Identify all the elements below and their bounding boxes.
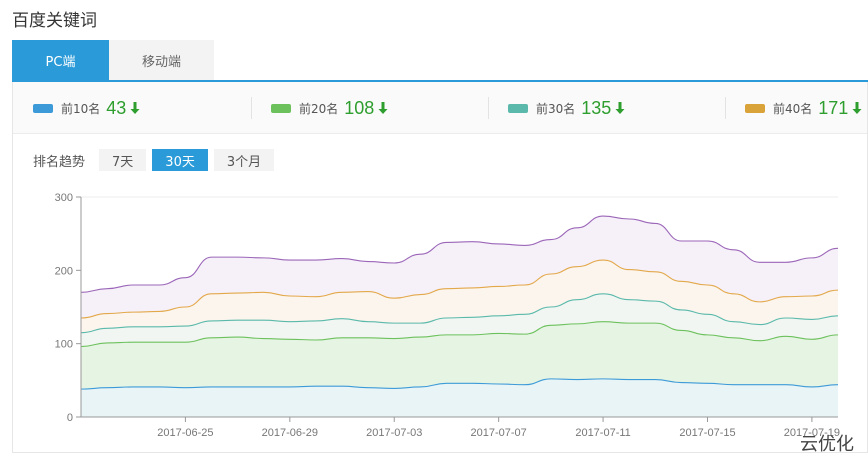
keyword-panel: 前10名 43 前20名 108 前30名 135 前40名 171 排名趋势 … xyxy=(12,82,868,453)
x-axis-tick-label: 2017-07-15 xyxy=(679,427,735,439)
y-axis-tick-label: 0 xyxy=(67,412,73,424)
stat-top30: 前30名 135 xyxy=(508,82,625,134)
arrow-down-icon xyxy=(852,102,862,114)
stat-value: 171 xyxy=(818,97,849,118)
tab-mobile[interactable]: 移动端 xyxy=(109,40,214,80)
range-7-days-button[interactable]: 7天 xyxy=(99,149,147,171)
arrow-down-icon xyxy=(378,102,388,114)
device-tabs: PC端 移动端 xyxy=(12,40,868,82)
x-axis-tick-label: 2017-06-29 xyxy=(262,427,318,439)
stat-label: 前40名 xyxy=(773,101,813,116)
stat-value: 135 xyxy=(581,97,612,118)
stat-divider xyxy=(725,97,726,119)
y-axis-tick-label: 100 xyxy=(55,339,73,351)
legend-swatch xyxy=(508,103,528,113)
stat-label: 前20名 xyxy=(299,101,339,116)
series-line-2 xyxy=(80,293,839,334)
rank-stats-bar: 前10名 43 前20名 108 前30名 135 前40名 171 xyxy=(13,82,867,134)
stat-label: 前10名 xyxy=(61,101,101,116)
rank-trend-chart: 0 100 200 300 2017-06-25 2017-06-29 2017-07-03… xyxy=(55,192,840,439)
x-axis-tick-label: 2017-07-07 xyxy=(471,427,527,439)
series-line-4 xyxy=(80,378,839,390)
y-axis-tick-label: 300 xyxy=(55,192,73,204)
stat-divider xyxy=(488,97,489,119)
x-axis-tick-label: 2017-07-03 xyxy=(366,427,422,439)
arrow-down-icon xyxy=(130,102,140,114)
stat-divider xyxy=(251,97,252,119)
stat-value: 108 xyxy=(344,97,375,118)
stat-value: 43 xyxy=(106,97,127,118)
trend-range-selector: 排名趋势 7天 30天 3个月 xyxy=(33,148,280,172)
stat-label: 前30名 xyxy=(536,101,576,116)
tab-pc[interactable]: PC端 xyxy=(12,40,109,80)
range-30-days-button[interactable]: 30天 xyxy=(152,149,208,171)
page-title: 百度关键词 xyxy=(12,11,97,31)
trend-label: 排名趋势 xyxy=(33,154,86,170)
legend-swatch xyxy=(271,103,291,113)
x-axis-tick-label: 2017-07-19 xyxy=(784,427,840,439)
stat-top10: 前10名 43 xyxy=(33,82,140,134)
y-axis-tick-label: 200 xyxy=(55,265,73,277)
watermark-text: 云优化 xyxy=(800,434,854,455)
series-line-3 xyxy=(80,321,839,348)
x-axis-tick-label: 2017-06-25 xyxy=(157,427,213,439)
legend-swatch xyxy=(745,103,765,113)
stat-top20: 前20名 108 xyxy=(271,82,388,134)
legend-swatch xyxy=(33,103,53,113)
x-axis-tick-label: 2017-07-11 xyxy=(575,427,630,439)
range-3-months-button[interactable]: 3个月 xyxy=(213,149,275,171)
series-line-1 xyxy=(80,259,839,319)
series-line-0 xyxy=(80,215,839,293)
arrow-down-icon xyxy=(615,102,625,114)
series-area-4 xyxy=(81,378,838,417)
stat-top40: 前40名 171 xyxy=(745,82,862,134)
